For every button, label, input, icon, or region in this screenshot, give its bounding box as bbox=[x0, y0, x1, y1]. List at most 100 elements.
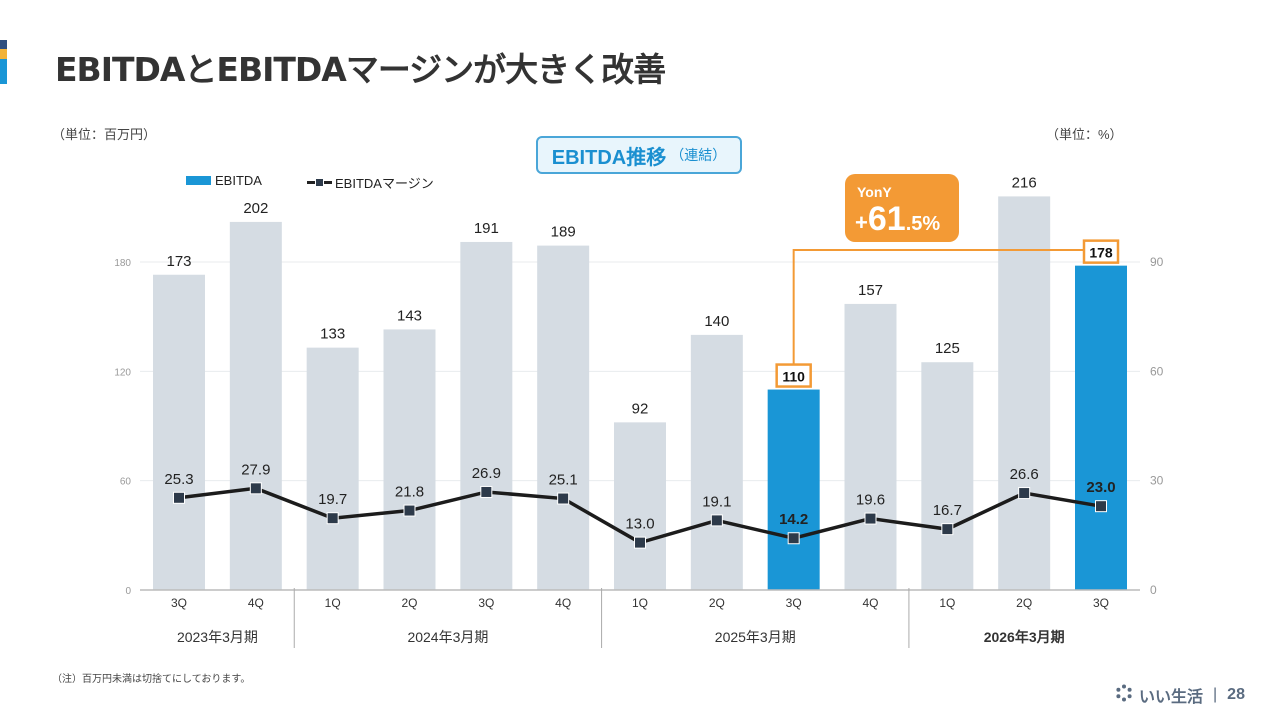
bar-value-label-highlight: 110 bbox=[782, 369, 805, 385]
margin-marker bbox=[557, 492, 570, 505]
x-tick-label: 1Q bbox=[325, 596, 341, 610]
bar-value-label: 173 bbox=[166, 253, 191, 270]
bar-ebitda bbox=[844, 303, 897, 590]
accent-navy bbox=[0, 40, 7, 49]
yony-connector-line bbox=[792, 249, 1083, 367]
page-number: 28 bbox=[1227, 686, 1245, 703]
bar-ebitda bbox=[998, 196, 1051, 590]
bar-value-label: 133 bbox=[320, 326, 345, 343]
bar-ebitda bbox=[1075, 265, 1127, 590]
x-tick-label: 1Q bbox=[939, 596, 955, 610]
margin-marker bbox=[710, 514, 723, 527]
accent-blue bbox=[0, 59, 7, 84]
y-right-tick-label: 90 bbox=[1150, 255, 1164, 269]
group-label: 2026年3月期 bbox=[984, 629, 1065, 645]
margin-marker bbox=[480, 485, 493, 498]
legend-bar-swatch bbox=[186, 176, 211, 185]
bar-value-label: 157 bbox=[858, 282, 883, 299]
x-tick-label: 3Q bbox=[1093, 596, 1109, 610]
margin-marker bbox=[249, 482, 262, 495]
margin-marker bbox=[173, 491, 185, 504]
bar-ebitda bbox=[229, 221, 282, 590]
margin-marker bbox=[787, 532, 800, 545]
bar-value-label: 92 bbox=[632, 400, 649, 417]
margin-value-label: 25.1 bbox=[549, 472, 578, 489]
margin-value-label: 19.1 bbox=[702, 493, 731, 510]
legend-margin-label: EBITDAマージン bbox=[335, 176, 434, 191]
margin-marker bbox=[1095, 500, 1107, 513]
footer-separator: | bbox=[1213, 686, 1218, 703]
margin-value-label: 19.7 bbox=[318, 491, 347, 508]
bar-value-label: 202 bbox=[243, 200, 268, 217]
margin-marker bbox=[326, 512, 339, 525]
x-tick-label: 1Q bbox=[632, 596, 648, 610]
chart-title-sub: （連結） bbox=[670, 147, 727, 163]
y-left-tick-label: 0 bbox=[125, 586, 131, 597]
margin-marker bbox=[634, 536, 646, 549]
bar-value-label: 125 bbox=[935, 340, 960, 357]
chart-title: EBITDA推移 bbox=[551, 146, 667, 169]
x-tick-label: 4Q bbox=[248, 596, 264, 610]
yony-label: YonY bbox=[857, 184, 892, 200]
legend-ebitda: EBITDA bbox=[186, 173, 262, 188]
page-title: EBITDAとEBITDAマージンが大きく改善 bbox=[55, 50, 666, 89]
margin-value-label: 26.6 bbox=[1010, 466, 1039, 483]
accent-bar bbox=[0, 40, 7, 84]
y-right-tick-label: 60 bbox=[1150, 364, 1164, 378]
brand-logo-icon bbox=[1115, 684, 1133, 707]
y-right-tick-label: 0 bbox=[1150, 583, 1157, 597]
margin-value-label: 23.0 bbox=[1086, 479, 1115, 496]
margin-value-label: 14.2 bbox=[779, 511, 808, 528]
margin-value-label: 26.9 bbox=[472, 465, 501, 482]
y-left-tick-label: 120 bbox=[114, 367, 131, 378]
bar-ebitda bbox=[306, 347, 359, 590]
bar-value-label-highlight: 178 bbox=[1089, 245, 1113, 261]
legend-margin: EBITDAマージン bbox=[307, 173, 434, 192]
margin-marker bbox=[403, 504, 416, 517]
unit-left-label: （単位：百万円） bbox=[52, 127, 157, 142]
yony-callout: YonY +61.5% bbox=[845, 174, 959, 242]
margin-value-label: 19.6 bbox=[856, 492, 885, 509]
bar-ebitda bbox=[460, 241, 513, 590]
x-tick-label: 3Q bbox=[171, 596, 187, 610]
yony-value: +61.5% bbox=[855, 200, 941, 238]
margin-value-label: 13.0 bbox=[625, 516, 654, 533]
group-label: 2023年3月期 bbox=[177, 629, 258, 645]
footer: いい生活 | 28 bbox=[1115, 683, 1245, 707]
highlight-value-box bbox=[775, 363, 812, 388]
chart-title-box: EBITDA推移 （連結） bbox=[536, 136, 742, 174]
group-label: 2024年3月期 bbox=[407, 629, 488, 645]
footnote: （注）百万円未満は切捨てにしております。 bbox=[52, 674, 251, 685]
y-right-tick-label: 30 bbox=[1150, 474, 1164, 488]
margin-value-label: 25.3 bbox=[164, 471, 193, 488]
group-label: 2025年3月期 bbox=[715, 629, 796, 645]
x-tick-label: 4Q bbox=[555, 596, 571, 610]
margin-marker bbox=[1018, 487, 1031, 500]
y-left-tick-label: 180 bbox=[114, 258, 131, 269]
margin-marker bbox=[941, 523, 954, 536]
margin-marker bbox=[864, 512, 877, 525]
bar-value-label: 143 bbox=[397, 307, 422, 324]
bar-value-label: 140 bbox=[704, 313, 729, 330]
margin-value-label: 27.9 bbox=[241, 461, 270, 478]
legend-ebitda-label: EBITDA bbox=[215, 173, 262, 188]
bar-ebitda bbox=[767, 389, 820, 590]
bar-ebitda bbox=[614, 422, 666, 590]
bar-value-label: 189 bbox=[551, 224, 576, 241]
bar-ebitda bbox=[153, 274, 205, 590]
brand-name: いい生活 bbox=[1139, 689, 1204, 706]
x-tick-label: 3Q bbox=[786, 596, 802, 610]
bar-ebitda bbox=[690, 334, 743, 590]
y-left-tick-label: 60 bbox=[120, 477, 132, 488]
x-tick-label: 2Q bbox=[401, 596, 417, 610]
x-tick-label: 3Q bbox=[478, 596, 494, 610]
x-tick-label: 4Q bbox=[862, 596, 878, 610]
margin-value-label: 21.8 bbox=[395, 484, 424, 501]
bar-value-label: 191 bbox=[474, 220, 499, 237]
accent-yellow bbox=[0, 49, 7, 59]
bar-ebitda bbox=[921, 362, 974, 590]
bar-value-label: 216 bbox=[1012, 174, 1037, 191]
x-tick-label: 2Q bbox=[709, 596, 725, 610]
bar-ebitda bbox=[383, 329, 436, 590]
